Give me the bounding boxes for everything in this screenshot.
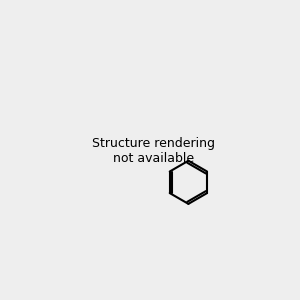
Text: Structure rendering
not available: Structure rendering not available <box>92 137 215 166</box>
